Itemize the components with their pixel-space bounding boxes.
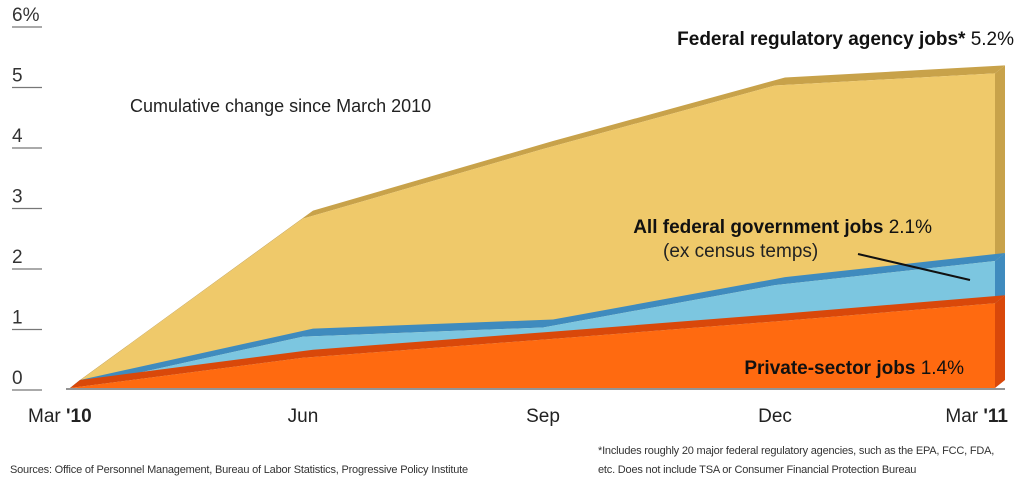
private-jobs-top-edge xyxy=(70,295,1005,388)
y-tick-label: 0 xyxy=(12,368,23,389)
x-tick-label: Mar '10 xyxy=(28,406,92,427)
regulatory-jobs-label: Federal regulatory agency jobs* 5.2% xyxy=(677,29,1014,50)
federal-jobs-side-face xyxy=(995,252,1005,304)
plot-area xyxy=(70,65,1005,389)
federal-jobs-leader-line xyxy=(857,253,971,281)
x-tick-label: Jun xyxy=(288,406,319,427)
federal-jobs-top-edge xyxy=(70,252,1005,388)
x-tick-label: Sep xyxy=(526,406,560,427)
federal-jobs-note: (ex census temps) xyxy=(663,241,818,262)
x-tick-label: Mar '11 xyxy=(945,406,1008,427)
chart-subtitle: Cumulative change since March 2010 xyxy=(130,96,431,116)
private-jobs-area xyxy=(70,303,995,388)
y-axis: 6% 5 4 3 2 1 0 xyxy=(12,5,42,391)
y-tick-label: 3 xyxy=(12,187,23,208)
y-tick-label: 2 xyxy=(12,247,23,268)
x-tick-label: Dec xyxy=(758,406,792,427)
private-jobs-side-face xyxy=(995,295,1005,388)
y-tick-label: 5 xyxy=(12,66,23,87)
y-tick-label: 4 xyxy=(12,126,23,147)
x-axis: Mar '10 Jun Sep Dec Mar '11 xyxy=(28,388,1008,427)
regulatory-jobs-side-face xyxy=(995,65,1005,261)
sources-note: Sources: Office of Personnel Management,… xyxy=(10,464,468,476)
y-tick-label: 1 xyxy=(12,308,23,329)
regulatory-jobs-area xyxy=(70,73,995,389)
private-jobs-label: Private-sector jobs 1.4% xyxy=(744,358,964,379)
y-tick-label: 6% xyxy=(12,5,40,26)
footnote: *Includes roughly 20 major federal regul… xyxy=(598,445,995,476)
series-annotations: Federal regulatory agency jobs* 5.2% All … xyxy=(633,29,1014,379)
federal-jobs-label: All federal government jobs 2.1% xyxy=(633,217,932,238)
